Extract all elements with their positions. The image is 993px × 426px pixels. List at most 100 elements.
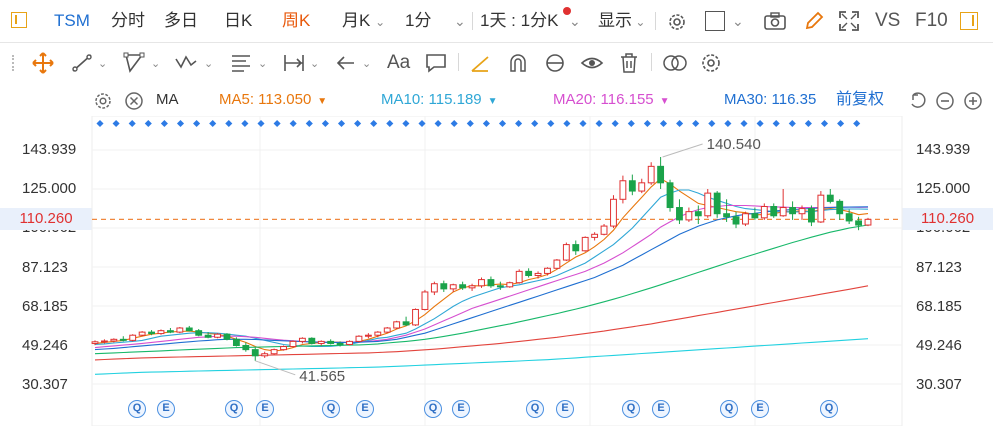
zoom-in-icon[interactable] (963, 91, 983, 111)
ma20-readout[interactable]: MA20: 116.155 ▼ (553, 84, 670, 116)
camera-icon[interactable] (763, 11, 787, 31)
event-q-marker[interactable]: Q (424, 400, 442, 418)
trash-icon[interactable] (617, 51, 641, 75)
candle (600, 224, 608, 236)
event-q-marker[interactable]: Q (526, 400, 544, 418)
tab-weekly-k[interactable]: 周K (282, 11, 311, 30)
marker-diamond (96, 119, 104, 128)
magnet-icon[interactable] (506, 51, 530, 75)
event-q-marker[interactable]: Q (720, 400, 738, 418)
wave-pattern-icon[interactable] (174, 51, 198, 75)
overlay-circles-icon[interactable] (661, 51, 689, 75)
event-e-marker[interactable]: E (157, 400, 175, 418)
divider (458, 53, 459, 71)
event-e-marker[interactable]: E (751, 400, 769, 418)
chevron-down-icon[interactable]: ⌄ (204, 58, 214, 70)
text-tool-icon[interactable]: Aa (387, 52, 411, 73)
combo-select[interactable]: 1天 : 1分K (480, 11, 559, 30)
trend-line-icon[interactable] (70, 51, 94, 75)
ma5-readout[interactable]: MA5: 113.050 ▼ (219, 84, 327, 116)
plot-border (91, 116, 903, 426)
candle-body (694, 211, 702, 217)
ma5-value: MA5: 113.050 (219, 91, 312, 108)
measure-range-icon[interactable] (282, 51, 306, 75)
event-e-marker[interactable]: E (652, 400, 670, 418)
candle-body (628, 180, 636, 192)
chevron-down-icon[interactable]: ⌄ (310, 58, 320, 70)
candle-body (119, 338, 127, 341)
interval-chevron-icon[interactable]: ⌄ (454, 13, 466, 29)
sidebar-toggle-icon[interactable] (11, 12, 27, 28)
ma10-readout[interactable]: MA10: 115.189 ▼ (381, 84, 498, 116)
event-q-marker[interactable]: Q (820, 400, 838, 418)
drawing-toolbar: ⌄ ⌄ ⌄ ⌄ ⌄ ⌄ Aa (0, 43, 993, 83)
f10-button[interactable]: F10 (915, 10, 948, 31)
eye-visibility-icon[interactable] (580, 51, 604, 75)
indicator-settings-gear-icon[interactable] (93, 91, 113, 111)
y-tick-label: 49.246 (22, 337, 68, 354)
triangle-down-icon: ▼ (487, 96, 498, 107)
chevron-down-icon[interactable]: ⌄ (98, 58, 108, 70)
combo-chevron-icon[interactable]: ⌄ (569, 13, 581, 29)
ruler-angle-icon[interactable] (468, 51, 492, 75)
tab-monthly-k[interactable]: 月K ⌄ (342, 0, 385, 42)
low-leader-line (255, 360, 296, 376)
comment-icon[interactable] (424, 51, 448, 75)
tab-intraday[interactable]: 分时 (111, 11, 145, 30)
candle (562, 242, 570, 262)
candle-body (487, 279, 495, 287)
drag-grip-icon[interactable] (12, 55, 17, 71)
candle (308, 337, 316, 345)
fibonacci-icon[interactable] (229, 51, 253, 75)
event-q-marker[interactable]: Q (128, 400, 146, 418)
window-square-icon[interactable] (705, 11, 725, 31)
candle-body (364, 334, 372, 337)
marker-diamond (563, 119, 571, 128)
tab-multi-day[interactable]: 多日 (164, 11, 198, 30)
lock-link-icon[interactable] (543, 51, 567, 75)
marker-diamond (289, 119, 297, 128)
chevron-down-icon[interactable]: ⌄ (151, 58, 161, 70)
arrow-left-icon[interactable] (334, 51, 358, 75)
indicator-name[interactable]: MA (156, 91, 179, 108)
close-indicator-icon[interactable] (124, 91, 144, 111)
move-cross-icon[interactable] (31, 51, 55, 75)
candle-body (421, 291, 429, 310)
adjust-mode-button[interactable]: 前复权 (836, 91, 885, 108)
marker-diamond (337, 119, 346, 128)
chevron-down-icon[interactable]: ⌄ (362, 58, 372, 70)
event-q-marker[interactable]: Q (622, 400, 640, 418)
interval-select[interactable]: 1分 (405, 0, 431, 42)
event-e-marker[interactable]: E (256, 400, 274, 418)
right-panel-toggle-icon[interactable] (960, 12, 978, 30)
divider (651, 53, 652, 71)
window-chevron-icon[interactable]: ⌄ (732, 13, 744, 29)
candle-body (864, 218, 872, 226)
reset-icon[interactable] (908, 91, 928, 111)
chevron-down-icon[interactable]: ⌄ (258, 58, 268, 70)
high-annotation: 140.540 (707, 136, 761, 153)
candlestick-chart[interactable]: 140.540 41.565 (0, 116, 993, 426)
chart-grid (91, 116, 903, 426)
candle (676, 199, 683, 225)
event-e-marker[interactable]: E (452, 400, 470, 418)
event-e-marker[interactable]: E (556, 400, 574, 418)
ma20-value: MA20: 116.155 (553, 91, 654, 108)
polyline-icon[interactable] (122, 51, 146, 75)
display-menu[interactable]: 显示 ⌄ (598, 0, 645, 42)
event-q-marker[interactable]: Q (225, 400, 243, 418)
event-q-marker[interactable]: Q (322, 400, 340, 418)
ma30-readout[interactable]: MA30: 116.35 (724, 84, 816, 116)
candle-body (289, 340, 297, 348)
ticker-symbol[interactable]: TSM (54, 11, 90, 30)
pencil-draw-icon[interactable] (803, 10, 825, 32)
compare-vs-button[interactable]: VS (875, 10, 901, 31)
event-e-marker[interactable]: E (356, 400, 374, 418)
draw-settings-gear-icon[interactable] (699, 51, 723, 75)
interval-label: 1分 (405, 11, 432, 30)
tab-daily-k[interactable]: 日K (224, 11, 253, 30)
zoom-out-icon[interactable] (935, 91, 955, 111)
fullscreen-icon[interactable] (838, 10, 860, 32)
settings-gear-icon[interactable] (666, 11, 688, 33)
candle (478, 277, 485, 288)
